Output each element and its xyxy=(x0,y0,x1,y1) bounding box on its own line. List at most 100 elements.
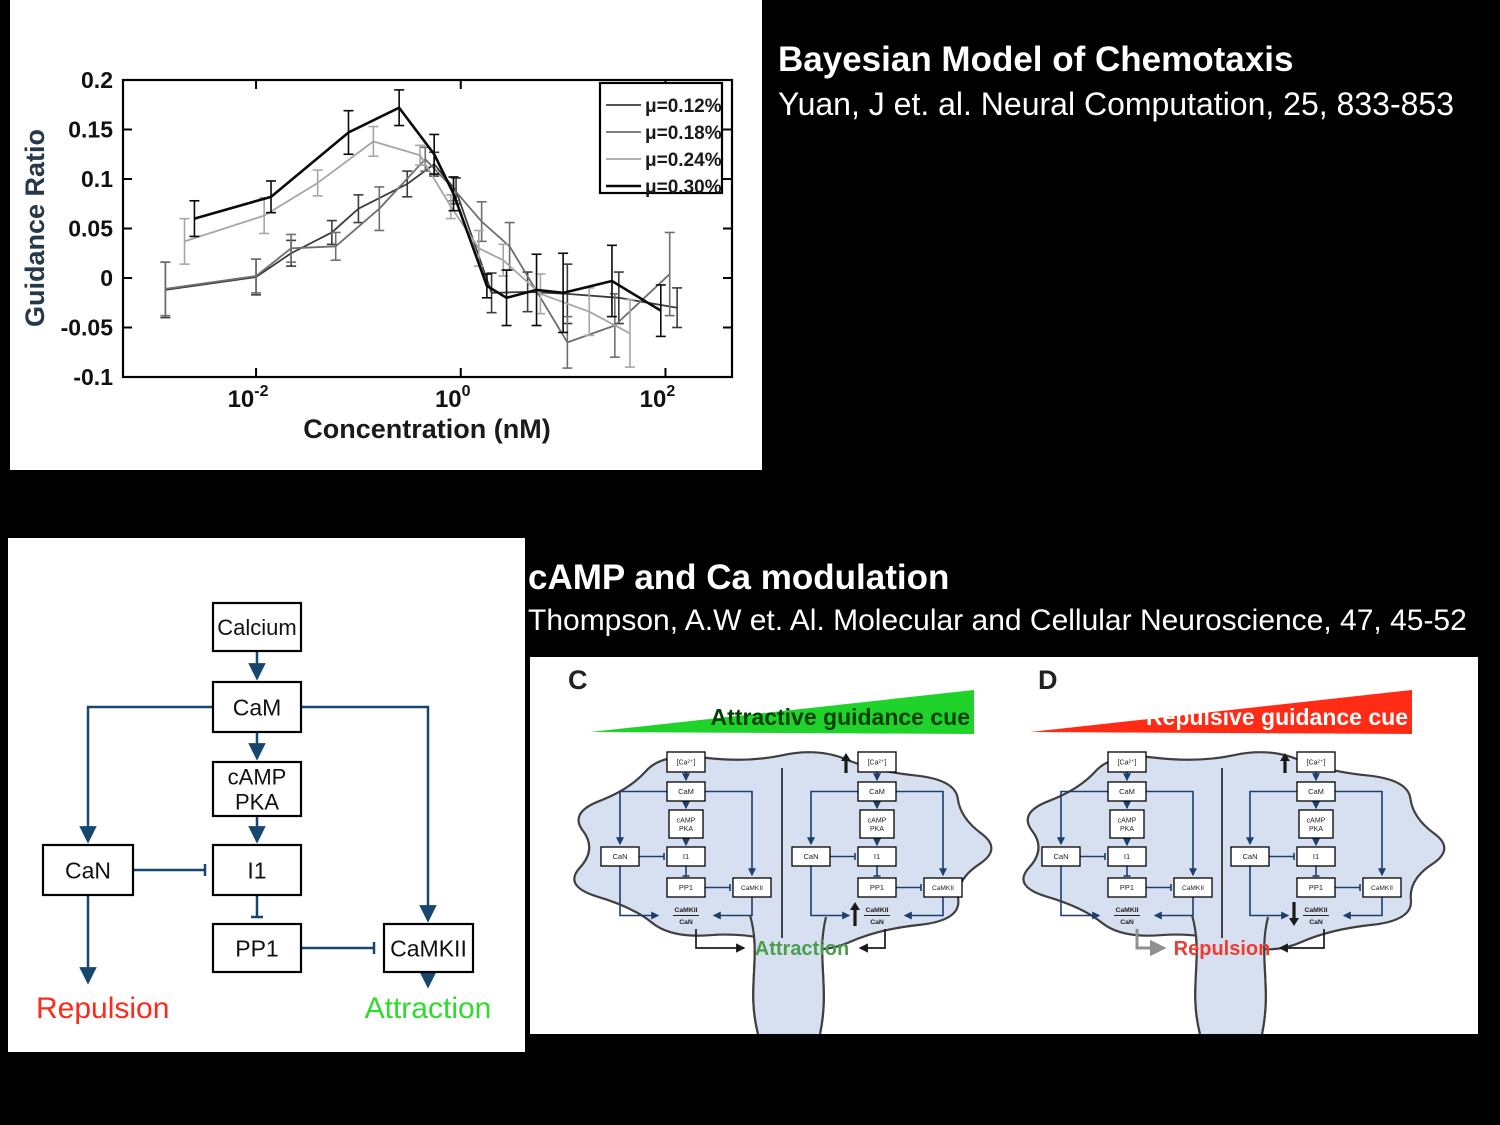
chemotaxis-chart-panel: 10-2 100 102 0.2 0.15 0.1 0.05 0 -0.05 -0.1 μ=0.12… xyxy=(10,0,762,470)
node-cam-box xyxy=(211,680,303,734)
outcome-arrow-right-C xyxy=(858,929,886,953)
y-axis-title: Guidance Ratio xyxy=(20,129,50,327)
x-axis-title: Concentration (nM) xyxy=(303,414,550,444)
cue-wedge-C xyxy=(590,690,974,734)
node-cam-label: CaM xyxy=(233,694,282,720)
cell-stalk2-D xyxy=(1192,915,1268,1034)
mini-D-right-arr-cam-can xyxy=(1246,790,1297,846)
mini-D-left-node-ca xyxy=(1107,751,1147,773)
mini-D-right-node-camp-pka-label: cAMP xyxy=(1307,817,1326,824)
mini-D-right-node-camp-pka-label: PKA xyxy=(1309,826,1323,833)
mini-C-right-arr-cam-camkii xyxy=(896,790,947,877)
mini-C-right-ratio-up-arrow-head xyxy=(850,902,860,910)
mini-C-left-node-i1 xyxy=(666,846,706,867)
mini-C-right-node-camp-pka-label: cAMP xyxy=(868,817,887,824)
mini-D-right-node-camp-pka xyxy=(1298,809,1334,839)
guidance-ratio-chart: 10-2 100 1020.20.150.10.050-0.05-0.1μ=0.12… xyxy=(10,0,762,470)
mini-C-left-node-cam-label: CaM xyxy=(678,787,694,796)
y-tick-label: -0.1 xyxy=(73,364,113,390)
mini-D-left-node-pp1 xyxy=(1107,877,1147,898)
repulsion-label: Repulsion xyxy=(36,992,169,1025)
cell-stalk2-D-edge-left xyxy=(1190,914,1202,1034)
mini-C-left-node-cam xyxy=(666,781,706,802)
mini-D-left-node-i1 xyxy=(1107,846,1147,867)
series-3 xyxy=(189,89,666,338)
node-can-box xyxy=(41,843,135,897)
node-camp-pka-label: PKA xyxy=(235,789,279,814)
mini-D-right-node-camkii xyxy=(1362,877,1402,898)
mini-D-right-node-camkii-label: CaMKII xyxy=(1371,885,1393,892)
mini-C-left-arr-cam-camkii xyxy=(705,790,756,877)
growth-cone-figure-panel: C Attractive guidance cue [Ca²⁺] CaM cAMP PKA… xyxy=(530,657,1478,1034)
y-tick-label: 0 xyxy=(100,265,113,291)
mini-C-left-arr-can-ratio xyxy=(619,866,660,920)
arrow-cam-camkii xyxy=(301,705,437,923)
mini-C-right-node-i1-label: I1 xyxy=(874,852,880,861)
mini-D-left-node-pp1-label: PP1 xyxy=(1120,883,1134,892)
node-camkii-box xyxy=(382,922,475,974)
mini-C-right-node-camp-pka xyxy=(859,809,895,839)
plot-box xyxy=(121,78,734,379)
mini-D-left-node-ca-label: [Ca²⁺] xyxy=(1118,759,1137,767)
mini-C-left-arr-camkii-ratio xyxy=(712,897,753,920)
mini-C-right-node-pp1-label: PP1 xyxy=(870,883,884,892)
mini-D-left-node-can-label: CaN xyxy=(1053,852,1068,861)
mini-D-left-arr-camkii-ratio xyxy=(1153,897,1194,920)
paper-citation-1: Yuan, J et. al. Neural Computation, 25, … xyxy=(778,86,1454,123)
panel-label-D: D xyxy=(1038,665,1058,695)
mini-D-left-node-can xyxy=(1041,846,1081,867)
mini-C-right-arr-cam-can xyxy=(807,790,858,846)
mini-C-right-arr-can-ratio xyxy=(810,866,851,920)
node-calcium-box xyxy=(211,601,303,653)
cue-label-D: Repulsive guidance cue xyxy=(1146,704,1408,730)
mini-C-right-node-camkii xyxy=(923,877,963,898)
outcome-arrow-right-D xyxy=(1278,929,1325,953)
mini-C-left-node-camp-pka xyxy=(668,809,704,839)
legend-box xyxy=(598,81,724,195)
mini-C-left-node-ca-label: [Ca²⁺] xyxy=(677,759,696,767)
mini-C-left-node-camkii xyxy=(732,877,772,898)
mini-D-left-node-i1-label: I1 xyxy=(1124,852,1130,861)
cue-wedge-D xyxy=(1030,690,1412,734)
mini-C-right-node-can-label: CaN xyxy=(803,852,818,861)
mini-D-left-ratio-bot: CaN xyxy=(1120,919,1134,926)
legend-label-3: μ=0.30% xyxy=(645,177,722,198)
legend-label-2: μ=0.24% xyxy=(645,150,722,171)
y-tick-label: 0.1 xyxy=(81,166,113,192)
chart-background xyxy=(10,0,762,470)
mini-D-right-arr-camkii-ratio xyxy=(1342,897,1383,920)
mini-D-left-node-camkii-label: CaMKII xyxy=(1182,885,1204,892)
arrow-cam-can xyxy=(79,705,213,844)
mini-C-right-ca-up-arrow-head xyxy=(841,753,851,761)
mini-C-right-node-camkii-label: CaMKII xyxy=(932,885,954,892)
mini-D-right-ratio-bot: CaN xyxy=(1309,919,1323,926)
mini-D-right-node-i1 xyxy=(1296,846,1336,867)
outcome-label-C: Attraction xyxy=(755,938,849,960)
mini-C-left-arr-cam-can xyxy=(616,790,667,846)
mini-C-left-node-can xyxy=(600,846,640,867)
mini-D-left-ratio-top: CaMKII xyxy=(1115,907,1138,914)
mini-C-left-node-camp-pka-label: cAMP xyxy=(677,817,696,824)
mini-C-right-node-ca-label: [Ca²⁺] xyxy=(868,759,887,767)
mini-D-left-arr-cam-can xyxy=(1057,790,1108,846)
mini-D-right-ratio-top: CaMKII xyxy=(1304,907,1327,914)
node-calcium-label: Calcium xyxy=(217,615,296,640)
y-tick-label: 0.15 xyxy=(68,117,113,143)
mini-D-left-node-camp-pka-label: cAMP xyxy=(1118,817,1137,824)
outcome-arrow-left-D xyxy=(1135,929,1167,957)
mini-C-right-node-pp1 xyxy=(857,877,897,898)
cue-label-C: Attractive guidance cue xyxy=(711,704,970,730)
node-can-label: CaN xyxy=(65,857,111,883)
outcome-label-D: Repulsion xyxy=(1174,938,1271,960)
node-pp1-label: PP1 xyxy=(235,935,278,961)
mini-D-right-node-ca xyxy=(1296,751,1336,773)
attraction-label: Attraction xyxy=(365,992,492,1025)
mini-D-left-node-camkii xyxy=(1173,877,1213,898)
mini-D-left-node-cam xyxy=(1107,781,1147,802)
outcome-arrow-left-C xyxy=(695,929,746,953)
mini-C-right-node-cam-label: CaM xyxy=(869,787,885,796)
node-camp-pka-box xyxy=(211,760,303,818)
cell-stalk2-D-edge-right xyxy=(1260,916,1270,1034)
